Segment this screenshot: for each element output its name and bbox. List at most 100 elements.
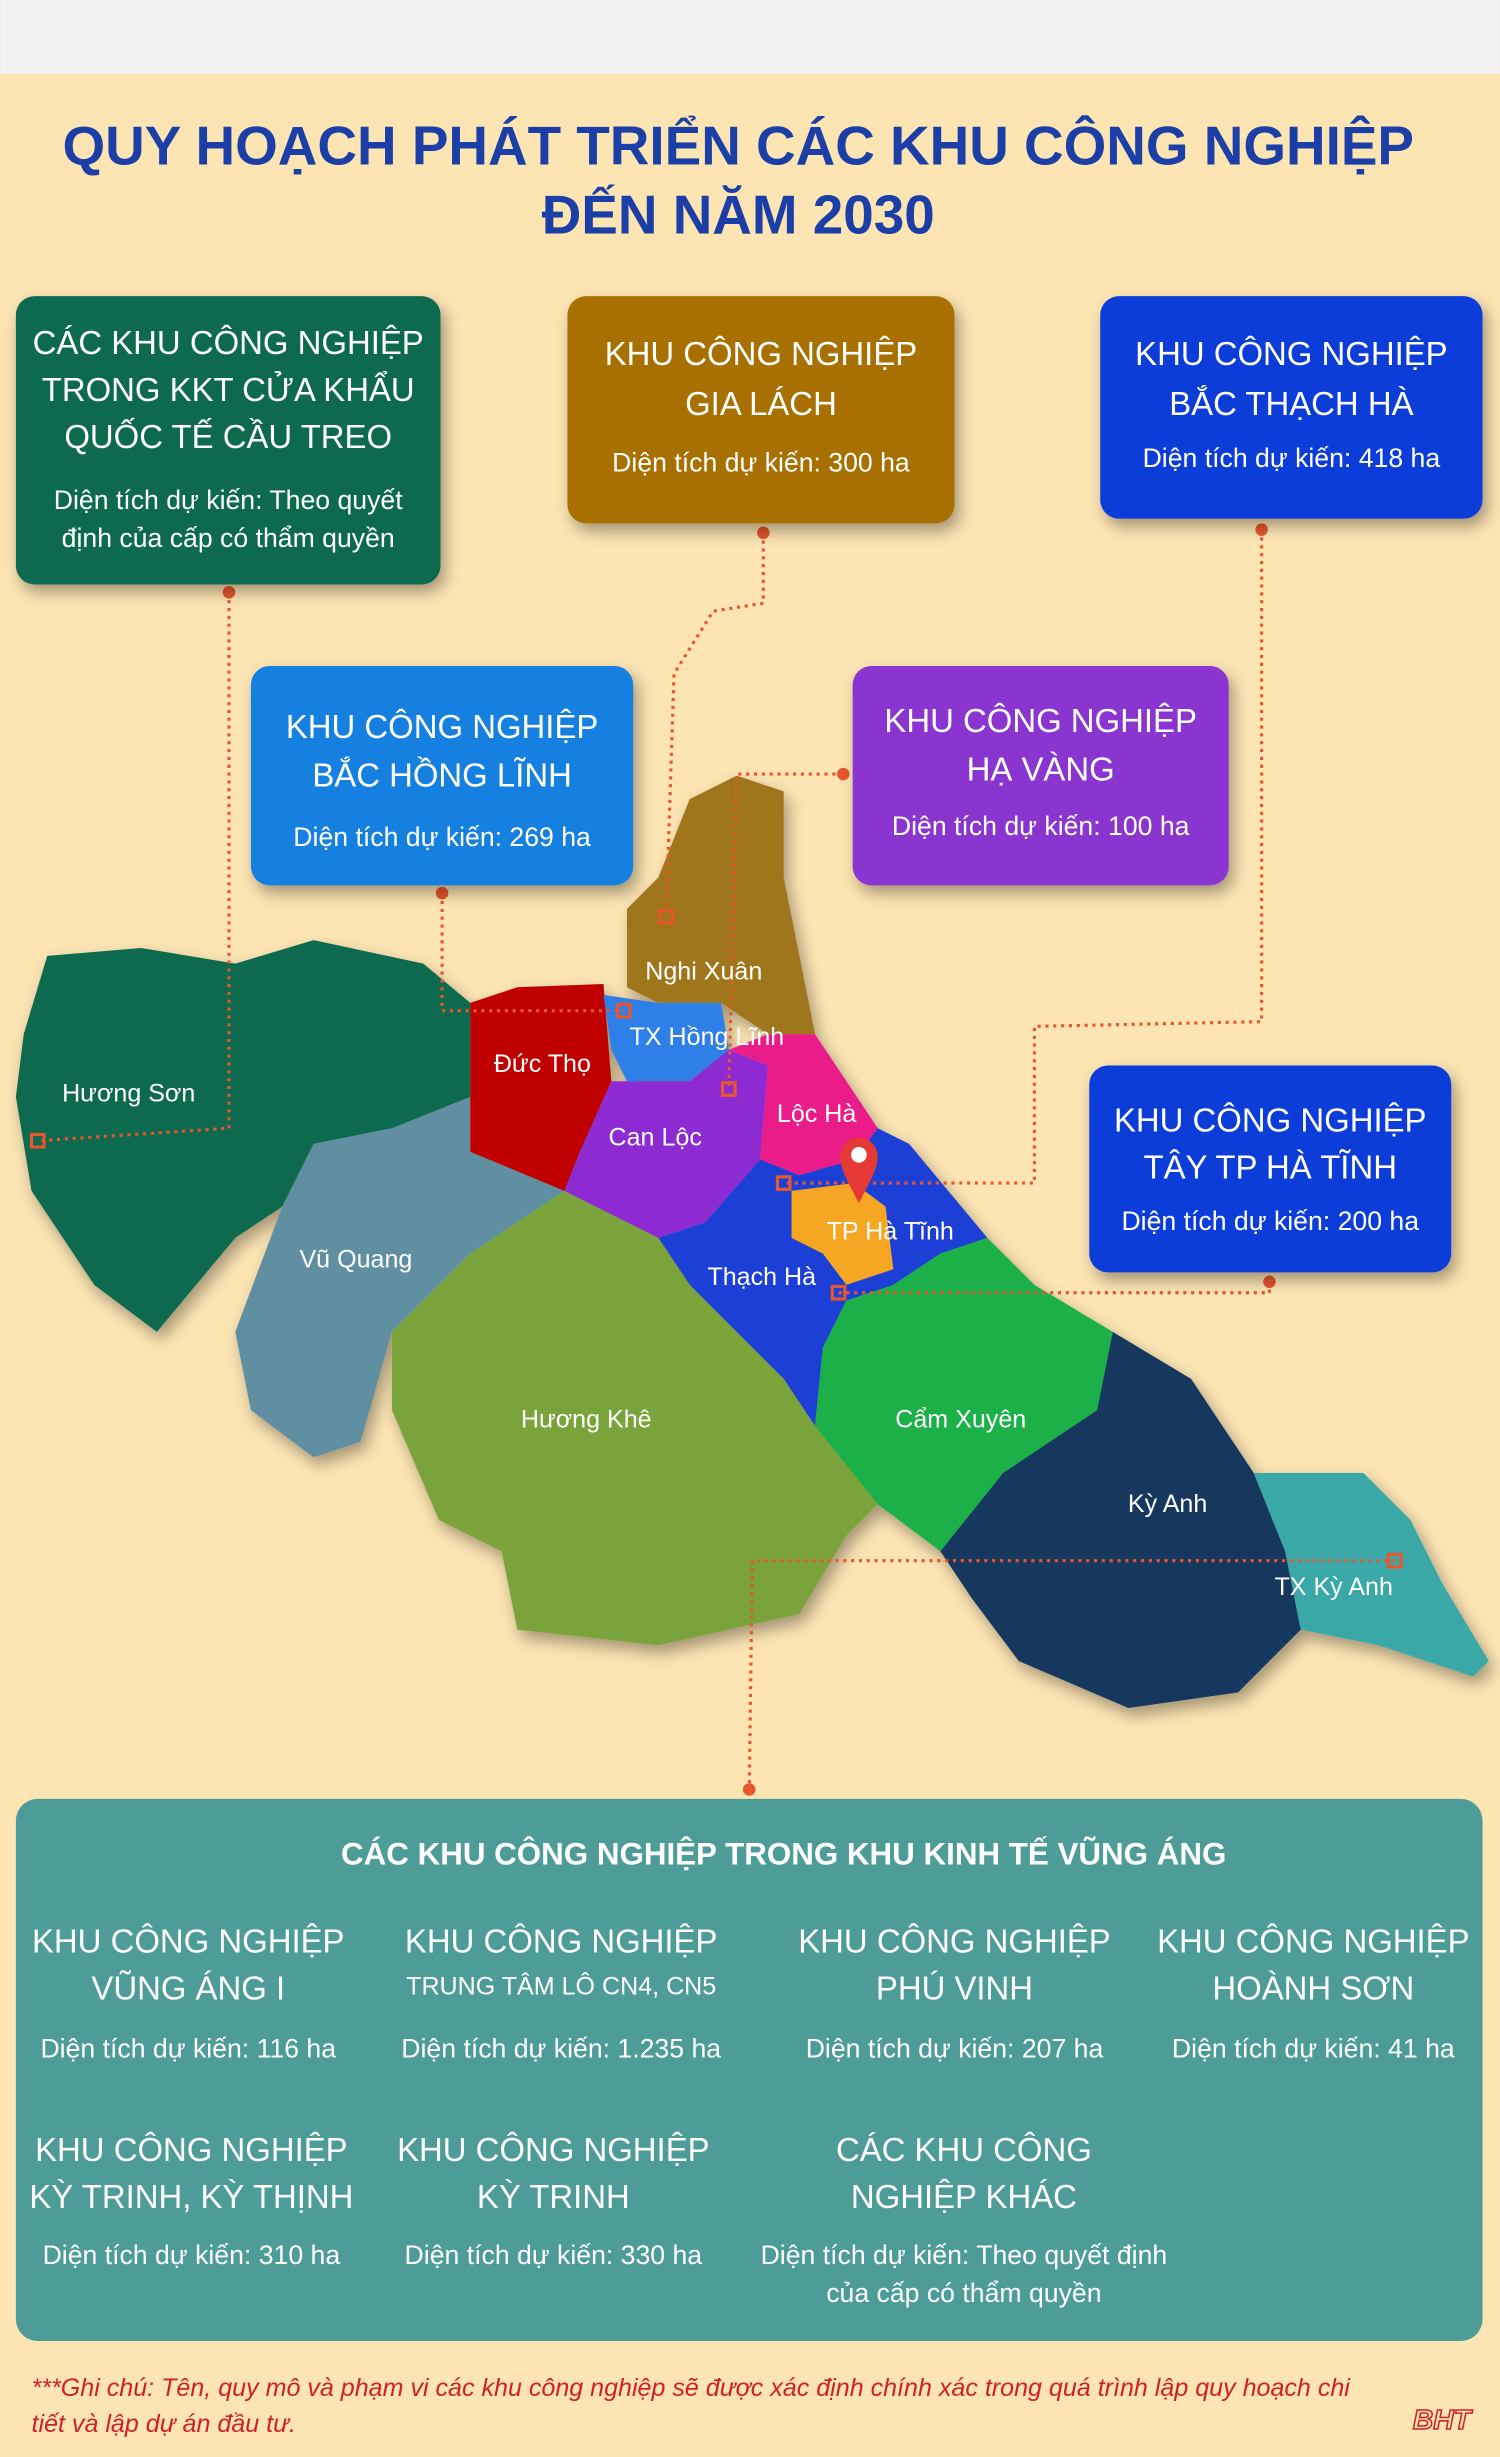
site — [775, 1175, 792, 1191]
site-markers — [29, 908, 1403, 1569]
site — [1386, 1552, 1403, 1569]
district — [815, 1237, 1113, 1552]
item-title: KHU CÔNG NGHIỆP — [35, 2131, 348, 2168]
district — [728, 1034, 878, 1176]
district — [1253, 1472, 1489, 1677]
dot — [435, 886, 449, 900]
callout-title: KHU CÔNG NGHIỆP — [1135, 335, 1447, 372]
callout-title: TRONG KKT CỬA KHẨU — [42, 371, 415, 408]
district — [235, 1096, 565, 1458]
dot — [757, 526, 770, 540]
panel-heading: CÁC KHU CÔNG NGHIỆP TRONG KHU KINH TẾ VŨ… — [341, 1836, 1226, 1872]
callout-title: BẮC HỒNG LĨNH — [312, 757, 572, 794]
item-title: KHU CÔNG NGHIỆP — [32, 1922, 345, 1959]
dot — [1263, 1275, 1276, 1289]
dot — [836, 767, 850, 781]
connector-dots — [222, 523, 1276, 1796]
callout-title: KHU CÔNG NGHIỆP — [286, 708, 599, 745]
item-title: KHU CÔNG NGHIỆP — [1157, 1922, 1469, 1959]
district-label: Kỳ Anh — [1128, 1490, 1207, 1518]
item-area: Diện tích dự kiến: 41 ha — [1172, 2033, 1455, 2063]
site — [658, 908, 675, 925]
page-title: QUY HOẠCH PHÁT TRIỂN CÁC KHU CÔNG NGHIỆP — [63, 115, 1414, 177]
item-area: Diện tích dự kiến: Theo quyết định — [761, 2240, 1168, 2270]
logo: BHT — [1413, 2403, 1474, 2435]
district-label: Nghi Xuân — [645, 957, 762, 985]
site — [616, 1002, 632, 1019]
district — [470, 984, 612, 1191]
item-area: Diện tích dự kiến: 330 ha — [405, 2240, 703, 2270]
district — [564, 1049, 769, 1238]
callout-title: CÁC KHU CÔNG NGHIỆP — [33, 324, 424, 361]
top-bar — [0, 0, 1500, 74]
note: tiết và lập dự án đầu tư. — [32, 2410, 296, 2438]
callout-title: TÂY TP HÀ TĨNH — [1143, 1148, 1396, 1185]
callout-title: KHU CÔNG NGHIỆP — [605, 335, 917, 372]
callout-title: BẮC THẠCH HÀ — [1169, 385, 1413, 422]
district — [391, 1190, 878, 1646]
item-title: KỲ TRINH, KỲ THỊNH — [29, 2178, 353, 2215]
callout-box — [250, 665, 634, 886]
note: ***Ghi chú: Tên, quy mô và phạm vi các k… — [32, 2374, 1352, 2402]
dot — [222, 586, 236, 599]
connectors — [37, 529, 1395, 1790]
item-title: KHU CÔNG NGHIỆP — [405, 1922, 718, 1959]
callout-box — [1089, 1065, 1452, 1273]
map-pin-hole — [851, 1147, 867, 1163]
item-title: PHÚ VINH — [876, 1969, 1033, 2006]
item-title: NGHIỆP KHÁC — [851, 2178, 1077, 2215]
district-label: Cẩm Xuyên — [895, 1406, 1026, 1434]
item-title: CÁC KHU CÔNG — [836, 2131, 1092, 2168]
callout-box — [1100, 296, 1483, 519]
item-title: TRUNG TÂM LÔ CN4, CN5 — [406, 1972, 716, 2001]
district-label: TX Hồng Lĩnh — [630, 1023, 785, 1051]
district-label: Can Lộc — [609, 1123, 702, 1151]
item-title: KHU CÔNG NGHIỆP — [798, 1922, 1110, 1959]
map — [15, 775, 1489, 1708]
district — [940, 1331, 1301, 1708]
callout-area: Diện tích dự kiến: 418 ha — [1143, 443, 1441, 473]
connector — [440, 893, 624, 1013]
callout-area: Diện tích dự kiến: 200 ha — [1121, 1206, 1419, 1236]
site — [830, 1284, 847, 1301]
page-title: ĐẾN NĂM 2030 — [542, 183, 935, 245]
site — [721, 1081, 737, 1097]
district-label: Thạch Hà — [707, 1263, 816, 1291]
district — [626, 775, 816, 1035]
callout-title: HẠ VÀNG — [967, 750, 1115, 787]
district-label: Hương Sơn — [62, 1080, 195, 1108]
item-title: VŨNG ÁNG I — [91, 1969, 285, 2006]
connector — [747, 1559, 1395, 1790]
callout-area: Diện tích dự kiến: Theo quyết — [54, 485, 403, 515]
connector — [37, 592, 231, 1143]
item-title: KHU CÔNG NGHIỆP — [397, 2131, 710, 2168]
item-title: KỲ TRINH — [477, 2178, 630, 2215]
district-label: TP Hà Tĩnh — [827, 1217, 954, 1245]
item-area: Diện tích dự kiến: 207 ha — [806, 2033, 1104, 2063]
district-label: Đức Thọ — [494, 1050, 591, 1078]
callout-box — [852, 665, 1229, 886]
district-label: TX Kỳ Anh — [1274, 1573, 1392, 1601]
callout-title: GIA LÁCH — [685, 385, 837, 422]
site — [29, 1132, 46, 1149]
map-pin — [840, 1137, 878, 1204]
callout-area: Diện tích dự kiến: 100 ha — [892, 811, 1190, 841]
vung-ang-panel — [15, 1798, 1483, 2342]
callout-box — [567, 296, 955, 524]
connector — [664, 532, 765, 917]
district-label: Lộc Hà — [777, 1100, 856, 1128]
item-area: của cấp có thẩm quyền — [826, 2278, 1101, 2308]
callout-box — [15, 296, 441, 585]
district-label: Vũ Quang — [299, 1246, 412, 1274]
item-area: Diện tích dự kiến: 1.235 ha — [401, 2033, 721, 2063]
callout-title: QUỐC TẾ CẦU TREO — [64, 417, 392, 455]
item-title: HOÀNH SƠN — [1212, 1969, 1414, 2006]
callout-title: KHU CÔNG NGHIỆP — [884, 702, 1196, 739]
district — [791, 1183, 894, 1285]
callout-area: định của cấp có thẩm quyền — [62, 523, 395, 553]
item-area: Diện tích dự kiến: 310 ha — [43, 2240, 341, 2270]
item-area: Diện tích dự kiến: 116 ha — [40, 2033, 336, 2063]
district-label: Hương Khê — [521, 1406, 652, 1434]
